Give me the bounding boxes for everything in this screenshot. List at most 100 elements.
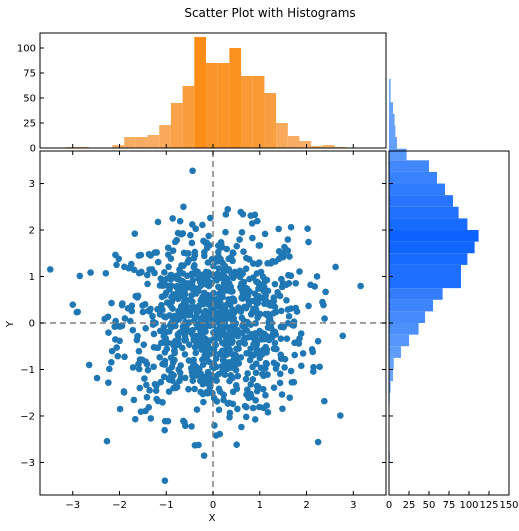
scatter-point [164,417,172,425]
scatter-point [166,322,174,329]
scatter-point [215,265,223,272]
scatter-point [146,266,153,273]
x-tick-label: 3 [350,500,356,511]
right-hist-bar [389,171,437,184]
scatter-point [260,385,267,393]
scatter-point [265,319,272,326]
scatter-point [177,374,185,382]
scatter-point [232,366,240,374]
scatter-point [283,335,291,343]
scatter-point [238,294,245,302]
scatter-point [158,293,166,301]
scatter-point [314,438,322,446]
scatter-point [286,394,294,401]
scatter-point [218,241,225,249]
scatter-point [261,335,268,343]
y-tick-label: −3 [20,458,35,469]
right-hist-bar [389,148,407,161]
scatter-point [169,305,176,312]
scatter-point [286,253,293,260]
scatter-point [177,230,185,238]
scatter-point [260,404,267,412]
scatter-point [234,372,242,380]
scatter-point [262,297,270,304]
top-hist-bar [182,86,195,148]
scatter-point [164,244,172,252]
scatter-point [226,413,233,421]
right-hist-bar [389,369,393,382]
scatter-point [224,205,232,213]
top-hist-bar [287,136,300,148]
scatter-point [242,265,250,272]
scatter-point [180,298,188,306]
scatter-point [134,292,142,300]
scatter-point [203,281,210,288]
scatter-point [191,385,198,393]
scatter-point [253,293,261,300]
scatter-point [175,335,182,342]
scatter-point [160,280,168,287]
scatter-point [221,303,228,311]
scatter-point [238,280,245,287]
top-hist-bar [124,137,136,148]
scatter-point [255,383,262,391]
scatter-point [229,388,237,396]
scatter-point [305,302,312,310]
right-hist-xtick-label: 50 [423,500,436,511]
scatter-point [199,356,206,363]
right-hist-bar [389,288,443,300]
right-hist-bar [389,160,429,172]
scatter-point [321,397,328,405]
scatter-point [105,379,112,386]
scatter-point [150,363,157,371]
x-tick-label: 2 [303,500,309,511]
scatter-point [251,416,259,423]
scatter-point [276,379,284,387]
scatter-point [213,326,221,334]
scatter-point [129,364,137,371]
top-hist-bar [276,123,288,148]
right-hist-bar [389,276,461,289]
scatter-point [224,343,232,351]
scatter-point [189,372,196,379]
scatter-point [285,271,292,279]
scatter-point [212,335,220,342]
scatter-point [154,258,162,266]
scatter-point [243,327,251,334]
scatter-point [150,330,158,338]
top-hist-bar [159,125,171,148]
scatter-point [199,293,206,301]
scatter-point [254,217,261,225]
scatter-point [173,275,181,282]
scatter-point [332,263,339,271]
y-axis-label: Y [5,320,16,328]
scatter-point [166,285,173,293]
y-tick-label: 2 [29,226,35,237]
scatter-point [184,280,191,287]
scatter-point [215,283,222,291]
scatter-point [105,365,113,373]
x-tick-label: 0 [210,500,216,511]
scatter-point [337,412,344,419]
scatter-point [112,251,119,259]
x-tick-label: −2 [112,500,127,511]
chart-title: Scatter Plot with Histograms [184,6,355,20]
scatter-point [229,357,237,365]
scatter-point [144,366,152,374]
scatter-plot-area: −3 −2 −1 0 1 2 3 −3 −2 −1 0 1 2 3 [20,150,387,511]
right-hist-bar [389,334,409,347]
right-hist-xtick-label: 125 [479,500,498,511]
scatter-point [226,327,234,334]
right-hist-xtick-label: 150 [499,500,518,511]
scatter-point [154,344,162,352]
scatter-point [235,339,243,347]
scatter-point [322,288,329,296]
scatter-point [278,275,285,283]
scatter-point [142,325,149,332]
scatter-point [275,255,283,263]
scatter-point [180,203,187,211]
scatter-point [257,364,265,372]
scatter-point [271,280,279,288]
scatter-point [222,211,230,218]
